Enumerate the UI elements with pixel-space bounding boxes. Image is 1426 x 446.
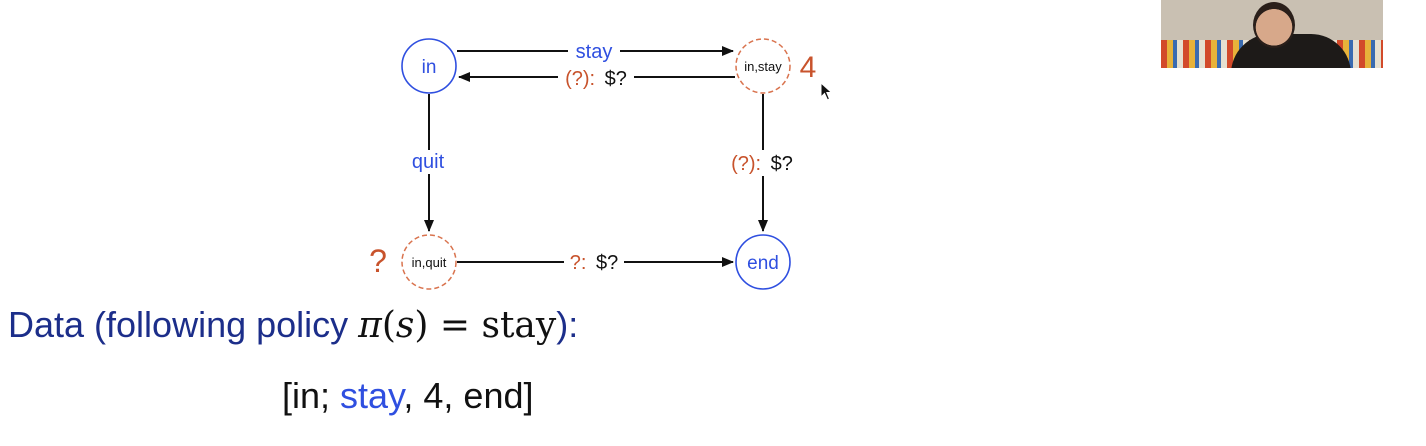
node-in-stay: in,stay	[735, 38, 791, 94]
data-heading: Data (following policy π(s) = stay):	[8, 304, 578, 346]
edge-label-bottom-prob: ?:	[570, 252, 587, 274]
episode-action: stay	[340, 375, 404, 416]
node-end-label: end	[747, 253, 779, 274]
edge-label-stay: stay	[576, 41, 613, 63]
policy-pi: π	[358, 305, 382, 346]
data-heading-suffix: ):	[556, 304, 579, 345]
edge-label-right-reward: $?	[771, 153, 793, 175]
edge-label-back-prob: (?):	[565, 68, 595, 90]
policy-formula: π(s) = stay	[358, 305, 557, 346]
node-in-stay-label: in,stay	[744, 59, 782, 74]
edge-label-quit: quit	[412, 151, 445, 173]
svg-text:(?): $?: (?): $?	[731, 153, 793, 175]
node-in: in	[401, 38, 457, 94]
episode-data: [in; stay, 4, end]	[282, 375, 534, 416]
edge-label-right-prob: (?):	[731, 153, 761, 175]
svg-text:?: $?: ?: $?	[570, 252, 619, 274]
edge-label-bottom-reward: $?	[596, 252, 618, 274]
svg-text:(?): $?: (?): $?	[565, 68, 627, 90]
quit-value-annotation: ?	[369, 243, 387, 279]
presenter-webcam-video	[1161, 0, 1383, 68]
policy-state-var: s	[395, 305, 415, 346]
policy-action: stay	[481, 305, 557, 346]
data-heading-prefix: Data (following policy	[8, 304, 359, 345]
mouse-cursor-icon	[820, 82, 833, 101]
stay-value-annotation: 4	[800, 51, 817, 84]
node-end: end	[735, 234, 791, 290]
mdp-diagram: stay (?): $? quit (?): $? ?: $? in in,st…	[369, 38, 817, 290]
node-in-quit-label: in,quit	[412, 255, 447, 270]
edge-label-back-reward: $?	[605, 68, 627, 90]
node-in-quit: in,quit	[401, 234, 457, 290]
node-in-label: in	[422, 57, 437, 78]
